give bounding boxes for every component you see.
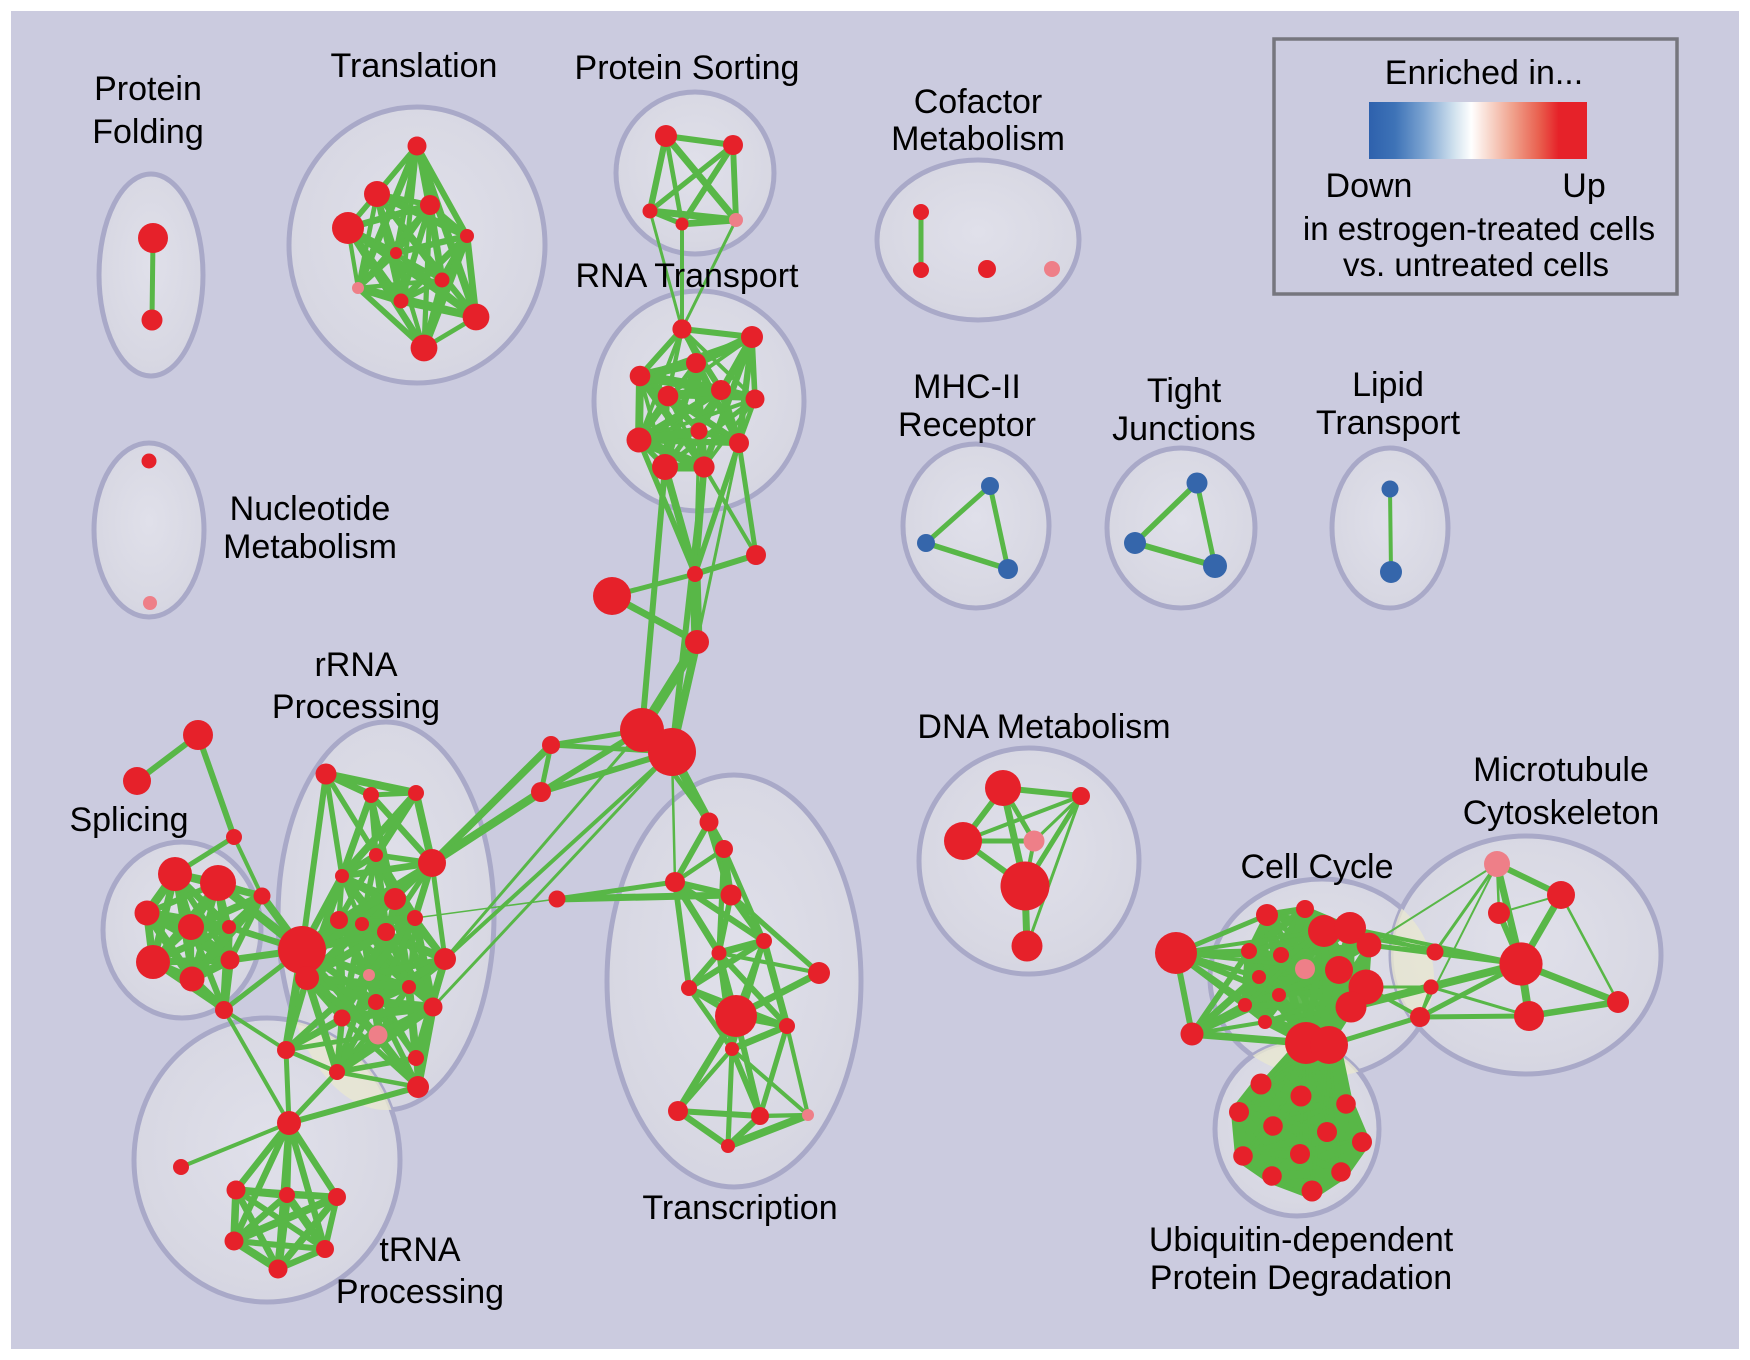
svg-text:Tight: Tight <box>1147 372 1222 410</box>
svg-text:Metabolism: Metabolism <box>223 528 397 566</box>
svg-text:vs. untreated cells: vs. untreated cells <box>1343 246 1609 283</box>
svg-text:DNA Metabolism: DNA Metabolism <box>917 708 1170 746</box>
svg-text:Enriched in...: Enriched in... <box>1385 54 1583 92</box>
svg-text:in estrogen-treated cells: in estrogen-treated cells <box>1303 210 1655 247</box>
svg-text:Cofactor: Cofactor <box>914 83 1043 121</box>
svg-text:Protein Degradation: Protein Degradation <box>1150 1259 1452 1297</box>
svg-text:Microtubule: Microtubule <box>1473 751 1649 789</box>
svg-text:Translation: Translation <box>331 47 498 85</box>
svg-text:RNA Transport: RNA Transport <box>576 257 800 295</box>
svg-text:Transcription: Transcription <box>642 1189 837 1227</box>
svg-text:Ubiquitin-dependent: Ubiquitin-dependent <box>1149 1221 1454 1259</box>
svg-text:Folding: Folding <box>92 113 204 151</box>
svg-text:Down: Down <box>1326 167 1413 205</box>
svg-text:Nucleotide: Nucleotide <box>230 490 391 528</box>
svg-text:Protein Sorting: Protein Sorting <box>575 49 800 87</box>
svg-text:Lipid: Lipid <box>1352 366 1424 404</box>
svg-text:Cytoskeleton: Cytoskeleton <box>1463 794 1660 832</box>
svg-text:Transport: Transport <box>1316 404 1461 442</box>
svg-text:Junctions: Junctions <box>1112 410 1256 448</box>
svg-text:MHC-II: MHC-II <box>913 368 1021 406</box>
svg-text:rRNA: rRNA <box>314 646 397 684</box>
svg-text:Up: Up <box>1562 167 1605 205</box>
svg-text:Processing: Processing <box>272 688 440 726</box>
svg-text:Receptor: Receptor <box>898 406 1036 444</box>
svg-text:Protein: Protein <box>94 70 202 108</box>
svg-text:Splicing: Splicing <box>69 801 188 839</box>
svg-text:Metabolism: Metabolism <box>891 120 1065 158</box>
svg-text:Processing: Processing <box>336 1273 504 1311</box>
svg-text:tRNA: tRNA <box>379 1231 461 1269</box>
svg-text:Cell Cycle: Cell Cycle <box>1240 848 1393 886</box>
